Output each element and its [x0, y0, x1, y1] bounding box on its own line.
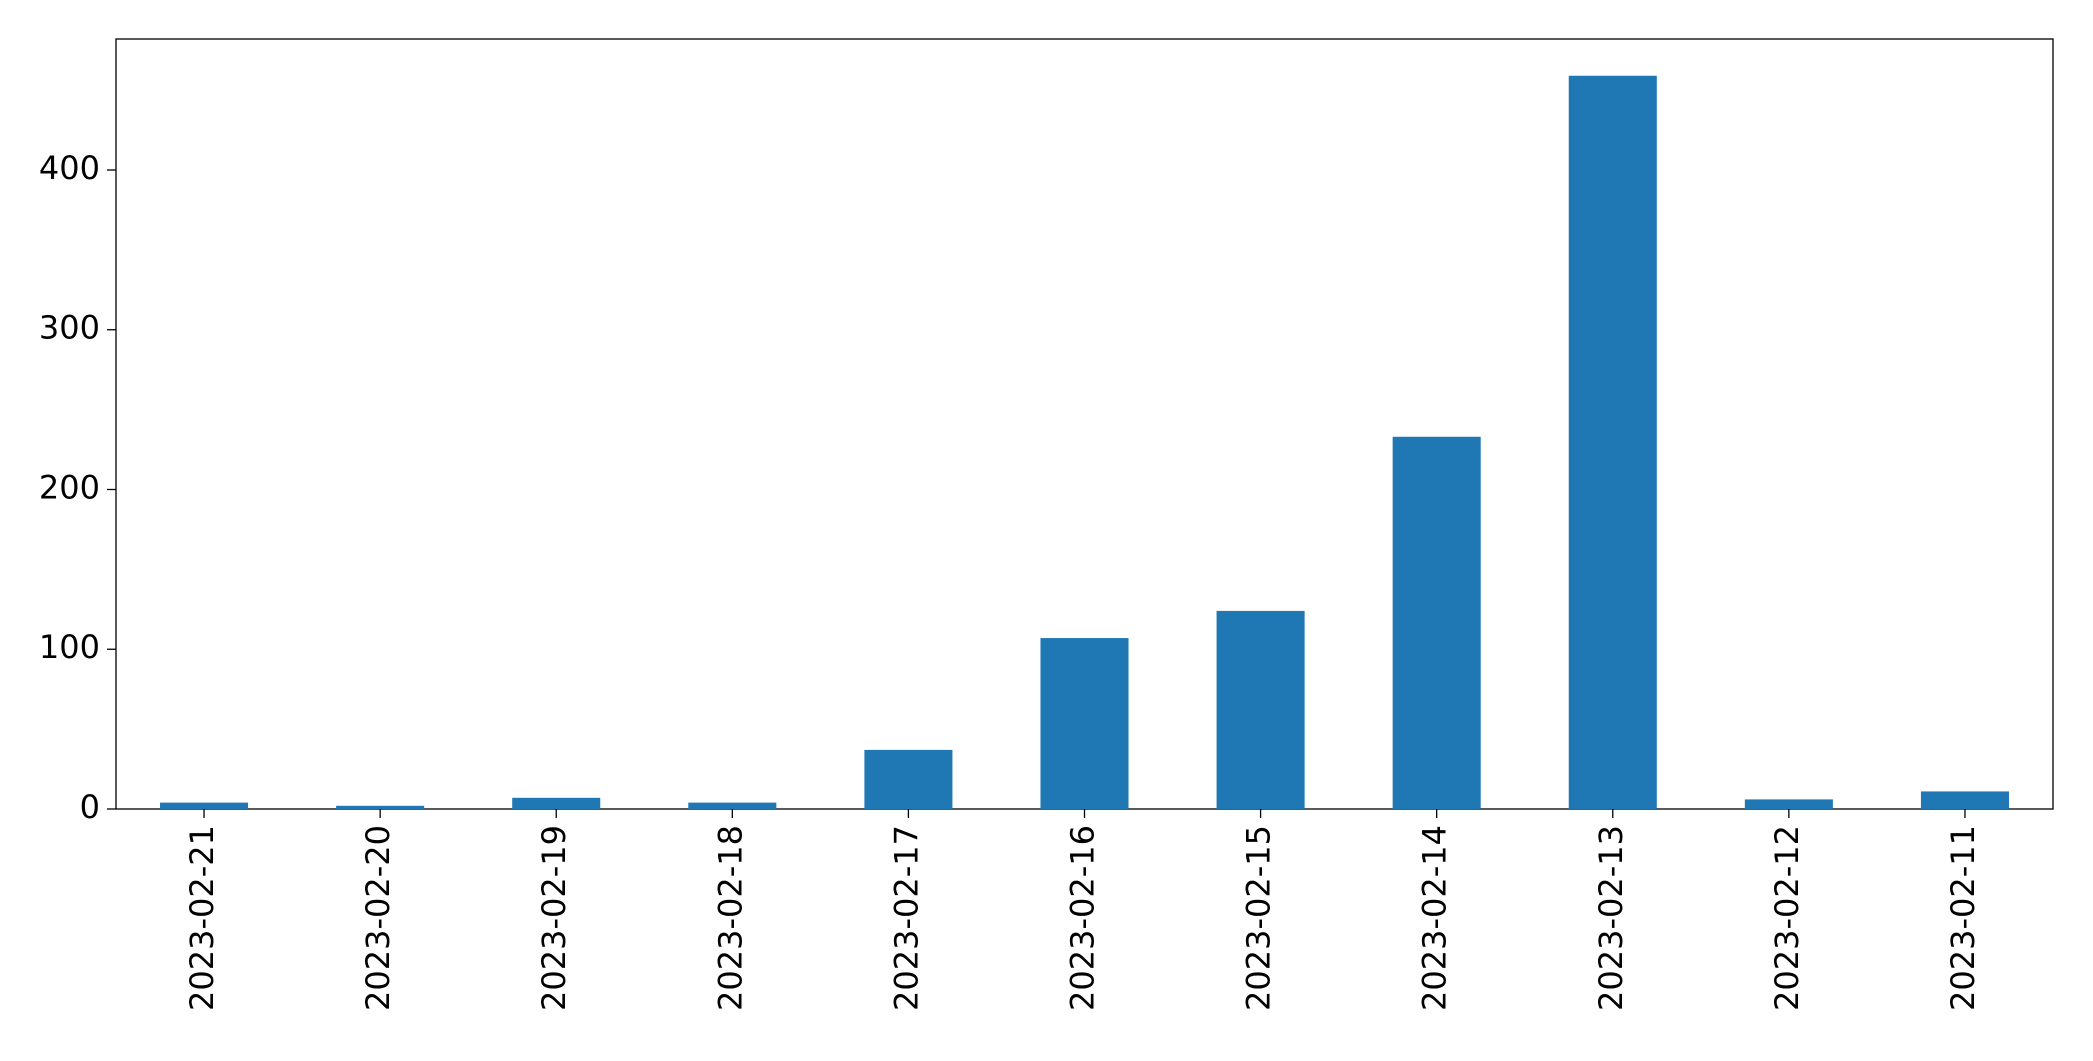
bar [1392, 436, 1481, 809]
x-tick-label: 2023-02-17 [887, 825, 925, 1011]
x-tick-label: 2023-02-12 [1768, 825, 1806, 1011]
bar [1568, 75, 1657, 809]
y-tick-label: 100 [39, 628, 100, 666]
y-tick-label: 300 [39, 309, 100, 347]
x-tick-label: 2023-02-13 [1592, 825, 1630, 1011]
bar [688, 802, 777, 809]
bar [1040, 638, 1129, 809]
bar [1744, 799, 1833, 809]
y-tick-label: 400 [39, 149, 100, 187]
x-tick-label: 2023-02-19 [535, 825, 573, 1011]
y-tick-label: 0 [80, 788, 100, 826]
bar [512, 797, 601, 809]
x-tick-label: 2023-02-15 [1240, 825, 1278, 1011]
x-tick-label: 2023-02-16 [1064, 825, 1102, 1011]
y-tick-label: 200 [39, 468, 100, 506]
bar [336, 805, 425, 809]
bar [864, 749, 953, 809]
bar [160, 802, 249, 809]
x-tick-label: 2023-02-14 [1416, 825, 1454, 1011]
x-tick-label: 2023-02-20 [359, 825, 397, 1011]
bar [1920, 791, 2009, 809]
x-tick-label: 2023-02-18 [711, 825, 749, 1011]
x-tick-label: 2023-02-21 [183, 825, 221, 1011]
bar [1216, 610, 1305, 809]
x-tick-label: 2023-02-11 [1944, 825, 1982, 1011]
